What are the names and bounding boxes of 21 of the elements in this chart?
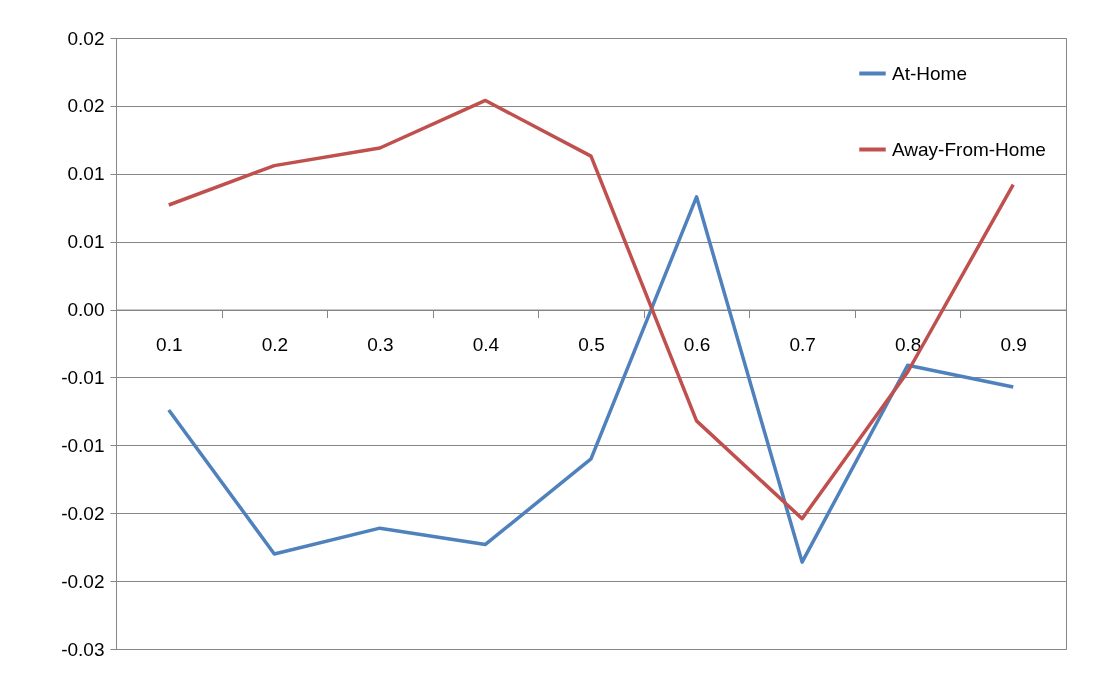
x-tick-label: 0.4 <box>472 334 500 356</box>
y-tick-label: 0.01 <box>67 163 105 185</box>
y-tick-label: 0.02 <box>67 27 105 49</box>
legend-label: Away-From-Home <box>892 138 1046 160</box>
y-tick-label: -0.01 <box>61 366 105 388</box>
x-tick-label: 0.9 <box>1000 334 1027 356</box>
x-tick-label: 0.5 <box>578 334 605 356</box>
y-tick-label: -0.03 <box>61 638 105 660</box>
y-tick-label: -0.02 <box>61 502 105 524</box>
x-tick-label: 0.6 <box>683 334 711 356</box>
x-tick-label: 0.1 <box>156 334 183 356</box>
y-tick-label: -0.02 <box>61 570 105 592</box>
x-tick-label: 0.3 <box>367 334 394 356</box>
y-tick-label: 0.00 <box>67 299 105 321</box>
x-tick-label: 0.7 <box>789 334 816 356</box>
y-tick-label: -0.01 <box>61 434 105 456</box>
x-tick-label: 0.8 <box>894 334 922 356</box>
legend-label: At-Home <box>892 62 967 84</box>
y-tick-label: 0.02 <box>67 95 105 117</box>
y-tick-label: 0.01 <box>67 231 105 253</box>
x-tick-label: 0.2 <box>261 334 289 356</box>
